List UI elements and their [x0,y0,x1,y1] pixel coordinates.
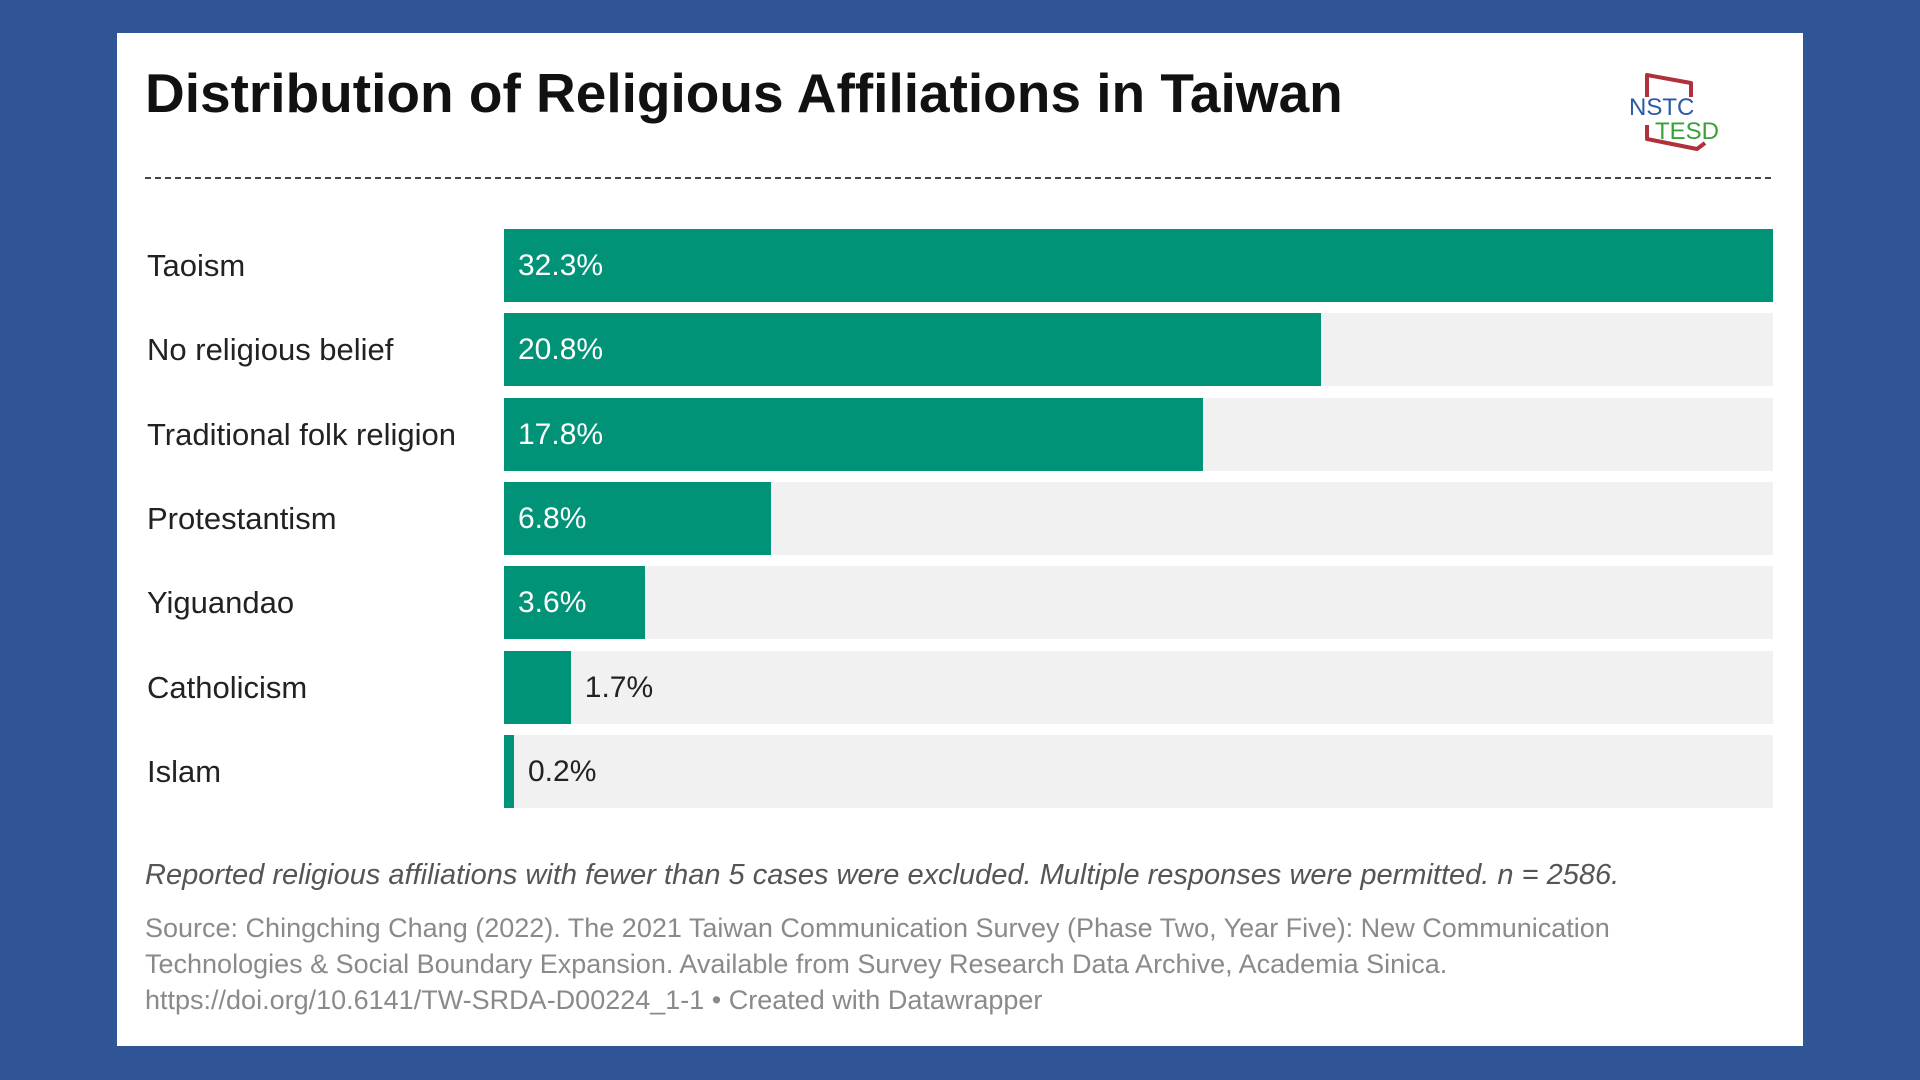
nstc-tesd-logo: NSTC TESD [1629,73,1719,151]
bar [504,734,514,808]
source-line: Source: Chingching Chang (2022). The 202… [145,913,1610,943]
value-label: 20.8% [518,333,604,367]
title-divider [145,177,1771,179]
bar-track [504,566,1773,640]
bar [504,313,1322,387]
bar-row: Islam 0.2% [117,734,1803,808]
bar-row: Protestantism 6.8% [117,481,1803,555]
bar-row: No religious belief 20.8% [117,313,1803,387]
value-label: 32.3% [518,249,604,282]
bar-row: Traditional folk religion 17.8% [117,397,1803,471]
category-label: Taoism [147,248,246,283]
value-label: 6.8% [518,501,587,535]
category-label: Protestantism [147,500,337,536]
chart-card: Distribution of Religious Affiliations i… [117,33,1803,1046]
category-label: Islam [147,753,222,789]
chart-title: Distribution of Religious Affiliations i… [145,62,1343,124]
bar [504,566,646,640]
bar [504,229,1773,302]
bar [504,397,1204,471]
bar-track [504,650,1773,724]
category-label: Traditional folk religion [147,416,457,452]
value-label: 17.8% [518,417,604,451]
value-label: 1.7% [584,670,654,704]
bar-row: Yiguandao 3.6% [117,566,1803,640]
bar-row: Taoism 32.3% [117,229,1803,302]
chart-note: Reported religious affiliations with few… [145,859,1620,891]
bar [504,650,571,724]
category-label: Yiguandao [147,585,295,621]
value-label: 0.2% [528,754,597,788]
value-label: 3.6% [518,586,587,620]
bar-row: Catholicism 1.7% [117,650,1803,724]
bar [504,481,772,555]
logo-text-bottom: TESD [1655,118,1719,145]
bar-track [504,734,1773,808]
chart-source: Source: Chingching Chang (2022). The 202… [145,910,1785,1018]
logo-frame-icon [1645,73,1707,151]
logo-text-top: NSTC [1629,94,1694,121]
category-label: Catholicism [147,669,308,705]
bar-chart: Taoism 32.3% No religious belief 20.8% Tradi… [117,33,1803,853]
source-line: Technologies & Social Boundary Expansion… [145,949,1448,979]
source-line: https://doi.org/10.6141/TW-SRDA-D00224_1… [145,985,1043,1015]
category-label: No religious belief [147,332,394,368]
